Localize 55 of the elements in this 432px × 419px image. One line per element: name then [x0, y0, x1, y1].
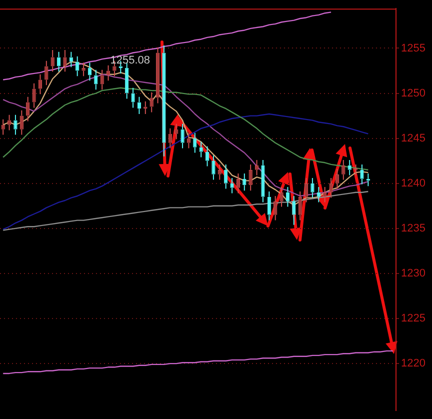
candlestick: [7, 114, 12, 131]
candlestick: [212, 154, 216, 180]
candlestick: [131, 87, 135, 108]
candlestick: [230, 177, 234, 194]
candlestick: [298, 190, 302, 221]
candlestick: [69, 51, 74, 68]
candlestick: [26, 96, 30, 122]
candlestick: [150, 92, 154, 113]
candlestick: [100, 69, 104, 90]
candlestick: [261, 159, 265, 203]
candlestick: [335, 168, 340, 190]
candlestick: [20, 110, 24, 136]
candlestick: [1, 118, 5, 136]
candlestick: [354, 164, 358, 176]
y-tick-label: 1220: [401, 358, 426, 370]
candlestick: [310, 177, 314, 198]
candlestick: [286, 186, 290, 208]
y-tick-label: 1225: [401, 312, 426, 325]
y-tick-label: 1230: [401, 267, 426, 280]
candlestick: [316, 186, 321, 203]
candlestick: [224, 164, 228, 190]
candlestick: [248, 164, 252, 192]
candlestick: [94, 69, 98, 90]
candlestick: [56, 51, 61, 72]
y-tick-label: 1245: [401, 132, 426, 144]
candlestick: [242, 172, 246, 192]
candlestick: [199, 141, 203, 158]
candlestick: [82, 62, 86, 77]
y-tick-label: 1240: [401, 177, 426, 190]
candlestick: [156, 46, 160, 104]
candlestick: [88, 62, 92, 82]
candlestick: [205, 146, 210, 167]
candlestick: [14, 114, 18, 136]
candlestick: [32, 82, 36, 108]
candlestick: [38, 74, 42, 95]
candlestick: [50, 50, 54, 72]
candlestick: [342, 159, 346, 180]
candlestick: [304, 177, 308, 203]
candlestick: [63, 50, 67, 72]
y-tick-label: 1235: [401, 222, 426, 234]
annotation: 1255.08: [110, 54, 150, 67]
candlestick: [292, 195, 296, 226]
candlestick: [180, 123, 184, 149]
candlestick: [348, 159, 352, 176]
candlestick: [360, 164, 364, 185]
candlestick: [124, 62, 129, 100]
candlestick: [44, 60, 48, 86]
candlestick: [329, 177, 333, 198]
candlestick: [137, 96, 142, 115]
candlestick: [193, 132, 197, 154]
candlestick: [75, 56, 80, 77]
candlestick: [236, 172, 240, 194]
y-tick-label: 1255: [401, 42, 426, 54]
y-tick-label: 1250: [401, 87, 426, 100]
candlestick: [168, 128, 172, 149]
